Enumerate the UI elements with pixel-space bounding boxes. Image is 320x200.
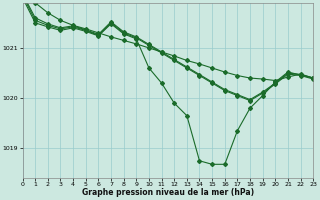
X-axis label: Graphe pression niveau de la mer (hPa): Graphe pression niveau de la mer (hPa) [82,188,254,197]
